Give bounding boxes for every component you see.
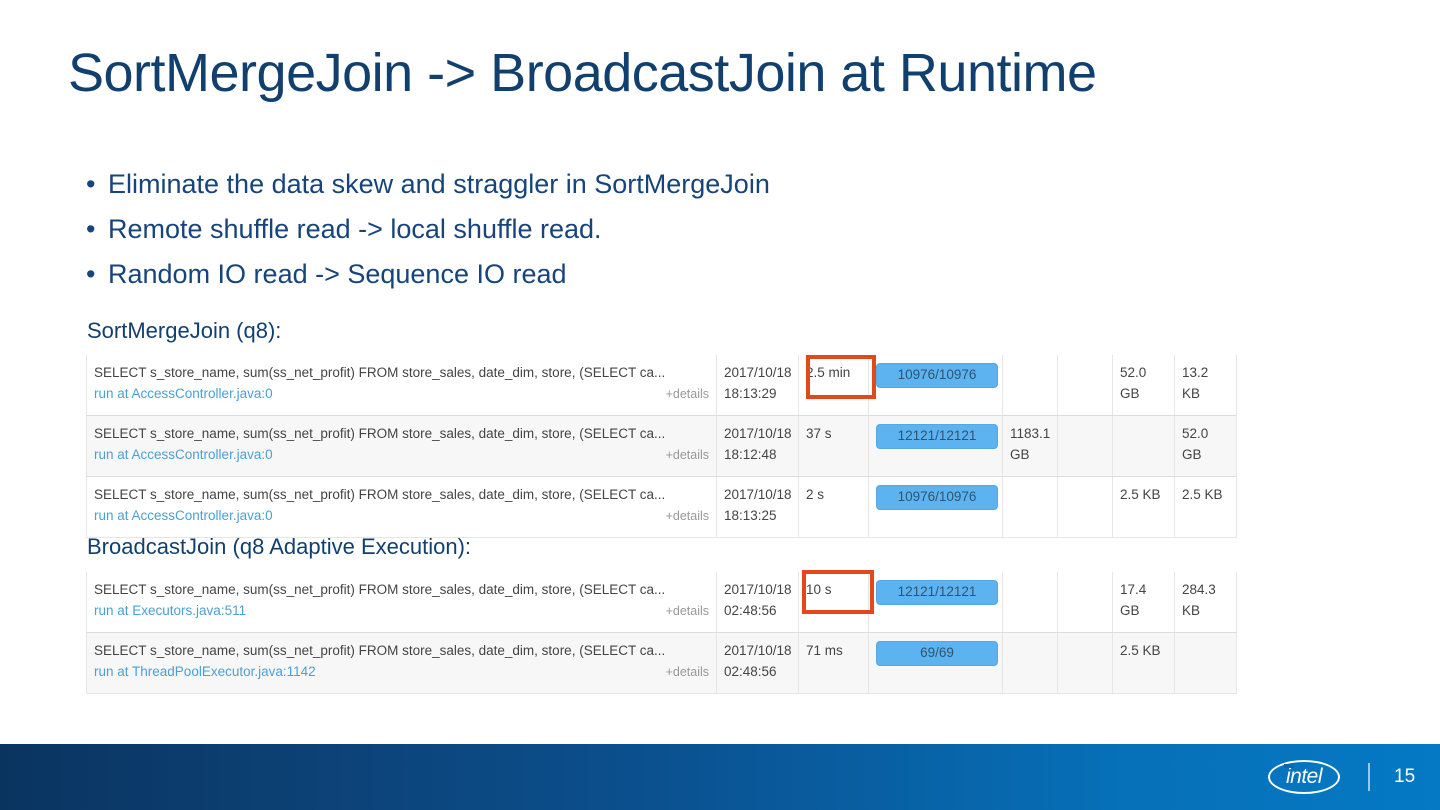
- details-toggle[interactable]: +details: [665, 664, 709, 679]
- job-link[interactable]: run at AccessController.java:0: [94, 446, 273, 462]
- submitted-date: 2017/10/18: [724, 425, 792, 441]
- duration-cell: 2 s: [798, 476, 869, 538]
- tasks-cell: 12121/12121: [868, 572, 1003, 633]
- duration-cell: 2.5 min: [798, 355, 869, 416]
- job-link[interactable]: run at ThreadPoolExecutor.java:1142: [94, 663, 316, 679]
- job-sql-text: SELECT s_store_name, sum(ss_net_profit) …: [94, 486, 666, 502]
- submitted-cell: 2017/10/18 02:48:56: [716, 632, 799, 694]
- submitted-time: 18:13:25: [724, 507, 777, 523]
- page-number: 15: [1394, 766, 1416, 787]
- list-item: • Remote shuffle read -> local shuffle r…: [86, 210, 1186, 248]
- details-toggle[interactable]: +details: [665, 508, 709, 523]
- list-item: • Eliminate the data skew and straggler …: [86, 165, 1186, 203]
- submitted-cell: 2017/10/18 18:13:25: [716, 476, 799, 538]
- shuffle-write-cell: 284.3 KB: [1174, 572, 1237, 633]
- intel-logo-icon: intel: [1268, 760, 1340, 794]
- tasks-progress-bar: 12121/12121: [876, 580, 998, 606]
- page-title: SortMergeJoin -> BroadcastJoin at Runtim…: [68, 43, 1097, 103]
- table-row[interactable]: SELECT s_store_name, sum(ss_net_profit) …: [86, 572, 1237, 633]
- list-item: • Random IO read -> Sequence IO read: [86, 255, 1186, 293]
- job-description-cell: SELECT s_store_name, sum(ss_net_profit) …: [86, 415, 717, 477]
- input-cell: 1183.1 GB: [1002, 415, 1058, 477]
- duration-cell: 10 s: [798, 572, 869, 633]
- submitted-date: 2017/10/18: [724, 486, 792, 502]
- tasks-progress-bar: 12121/12121: [876, 423, 998, 450]
- job-sql-text: SELECT s_store_name, sum(ss_net_profit) …: [94, 582, 666, 597]
- job-link[interactable]: run at Executors.java:511: [94, 602, 247, 618]
- bullet-dot-icon: •: [86, 259, 96, 289]
- details-toggle[interactable]: +details: [665, 603, 709, 618]
- output-cell: [1057, 355, 1113, 416]
- input-cell: [1002, 355, 1058, 416]
- tasks-cell: 69/69: [868, 632, 1003, 694]
- footer-right-group: intel 15: [1268, 744, 1418, 810]
- bullet-text: Remote shuffle read -> local shuffle rea…: [108, 214, 602, 244]
- table-row[interactable]: SELECT s_store_name, sum(ss_net_profit) …: [86, 632, 1237, 694]
- shuffle-write-cell: 2.5 KB: [1174, 476, 1237, 538]
- submitted-time: 18:13:29: [724, 385, 777, 401]
- tasks-cell: 10976/10976: [868, 476, 1003, 538]
- sortmergejoin-jobs-table: SELECT s_store_name, sum(ss_net_profit) …: [86, 355, 1237, 538]
- job-link[interactable]: run at AccessController.java:0: [94, 385, 273, 401]
- submitted-cell: 2017/10/18 18:13:29: [716, 355, 799, 416]
- submitted-time: 02:48:56: [724, 602, 777, 618]
- output-cell: [1057, 572, 1113, 633]
- table-row[interactable]: SELECT s_store_name, sum(ss_net_profit) …: [86, 355, 1237, 416]
- bullet-dot-icon: •: [86, 169, 96, 199]
- submitted-cell: 2017/10/18 02:48:56: [716, 572, 799, 633]
- output-cell: [1057, 476, 1113, 538]
- bullet-text: Random IO read -> Sequence IO read: [108, 259, 567, 289]
- footer-divider: [1368, 763, 1370, 791]
- details-toggle[interactable]: +details: [665, 447, 709, 462]
- shuffle-write-cell: 13.2 KB: [1174, 355, 1237, 416]
- submitted-cell: 2017/10/18 18:12:48: [716, 415, 799, 477]
- job-description-cell: SELECT s_store_name, sum(ss_net_profit) …: [86, 632, 717, 694]
- job-sql-text: SELECT s_store_name, sum(ss_net_profit) …: [94, 425, 666, 441]
- shuffle-write-cell: [1174, 632, 1237, 694]
- section-heading-sortmergejoin: SortMergeJoin (q8):: [87, 318, 282, 343]
- shuffle-read-cell: [1112, 415, 1175, 477]
- submitted-date: 2017/10/18: [724, 365, 792, 380]
- job-description-cell: SELECT s_store_name, sum(ss_net_profit) …: [86, 355, 717, 416]
- duration-cell: 37 s: [798, 415, 869, 477]
- tasks-progress-bar: 10976/10976: [876, 363, 998, 389]
- submitted-time: 02:48:56: [724, 663, 777, 679]
- duration-cell: 71 ms: [798, 632, 869, 694]
- shuffle-read-cell: 52.0 GB: [1112, 355, 1175, 416]
- shuffle-read-cell: 17.4 GB: [1112, 572, 1175, 633]
- submitted-time: 18:12:48: [724, 446, 777, 462]
- job-link[interactable]: run at AccessController.java:0: [94, 507, 273, 523]
- tasks-progress-bar: 10976/10976: [876, 484, 998, 510]
- job-sql-text: SELECT s_store_name, sum(ss_net_profit) …: [94, 365, 666, 380]
- shuffle-read-cell: 2.5 KB: [1112, 632, 1175, 694]
- footer-bar: intel 15: [0, 744, 1440, 810]
- shuffle-write-cell: 52.0 GB: [1174, 415, 1237, 477]
- output-cell: [1057, 632, 1113, 694]
- tasks-progress-bar: 69/69: [876, 640, 998, 667]
- tasks-cell: 12121/12121: [868, 415, 1003, 477]
- input-cell: [1002, 632, 1058, 694]
- job-sql-text: SELECT s_store_name, sum(ss_net_profit) …: [94, 642, 666, 658]
- table-row[interactable]: SELECT s_store_name, sum(ss_net_profit) …: [86, 476, 1237, 538]
- table-row[interactable]: SELECT s_store_name, sum(ss_net_profit) …: [86, 415, 1237, 477]
- broadcastjoin-jobs-table: SELECT s_store_name, sum(ss_net_profit) …: [86, 572, 1237, 694]
- shuffle-read-cell: 2.5 KB: [1112, 476, 1175, 538]
- output-cell: [1057, 415, 1113, 477]
- tasks-cell: 10976/10976: [868, 355, 1003, 416]
- bullet-dot-icon: •: [86, 214, 96, 244]
- submitted-date: 2017/10/18: [724, 582, 792, 597]
- bullet-text: Eliminate the data skew and straggler in…: [108, 169, 770, 199]
- details-toggle[interactable]: +details: [665, 386, 709, 401]
- job-description-cell: SELECT s_store_name, sum(ss_net_profit) …: [86, 572, 717, 633]
- bullet-list: • Eliminate the data skew and straggler …: [86, 165, 1186, 300]
- input-cell: [1002, 572, 1058, 633]
- section-heading-broadcastjoin: BroadcastJoin (q8 Adaptive Execution):: [87, 534, 472, 559]
- job-description-cell: SELECT s_store_name, sum(ss_net_profit) …: [86, 476, 717, 538]
- submitted-date: 2017/10/18: [724, 642, 792, 658]
- input-cell: [1002, 476, 1058, 538]
